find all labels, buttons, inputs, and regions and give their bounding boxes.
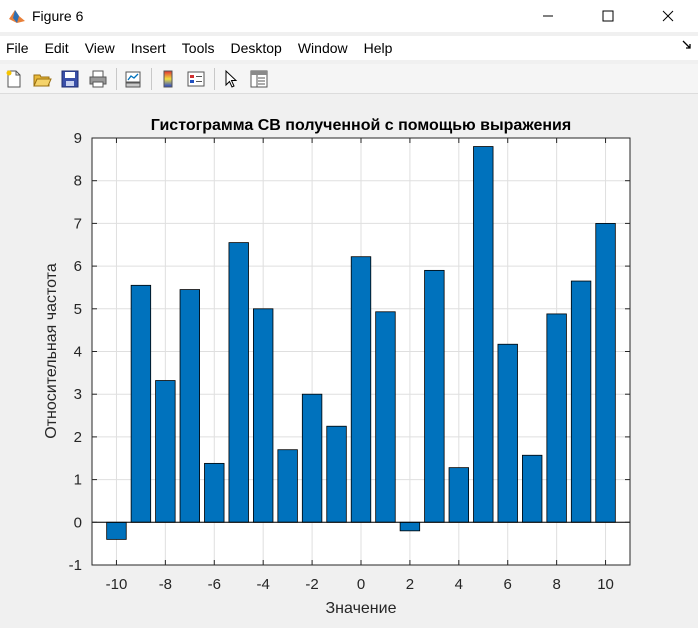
x-tick-label: -8 (159, 576, 172, 593)
x-tick-label: 0 (357, 576, 365, 593)
x-tick-label: 2 (406, 576, 414, 593)
menubar: File Edit View Insert Tools Desktop Wind… (0, 36, 698, 60)
dock-arrow-icon[interactable] (682, 39, 692, 53)
print-icon (89, 70, 107, 87)
menu-tools[interactable]: Tools (181, 40, 215, 56)
y-tick-label: 2 (74, 429, 82, 446)
x-tick-label: 10 (597, 576, 614, 593)
y-axis-label: Относительная частота (43, 263, 60, 439)
link-plot-button[interactable] (121, 67, 145, 91)
menu-insert[interactable]: Insert (130, 40, 166, 56)
toolbar-separator (116, 67, 117, 90)
x-axis-ticks: -10 -8 -6 -4 -2 0 2 4 6 8 10 (106, 138, 614, 593)
histogram-bar (252, 308, 274, 523)
menu-file[interactable]: File (6, 40, 29, 56)
histogram-bar (179, 289, 200, 523)
y-tick-label: 3 (74, 386, 82, 403)
open-file-icon (33, 74, 52, 86)
y-tick-label: 8 (74, 173, 82, 190)
colorbar-icon (163, 70, 173, 87)
y-tick-label: 1 (74, 472, 82, 489)
close-icon (662, 10, 674, 22)
x-tick-label: -2 (305, 576, 318, 593)
toolbar (0, 64, 698, 94)
histogram-bar (424, 269, 445, 523)
new-figure-button[interactable] (2, 67, 26, 91)
colorbar-button[interactable] (156, 67, 180, 91)
open-file-button[interactable] (30, 67, 54, 91)
link-plot-icon (125, 71, 141, 87)
histogram-bar (155, 380, 176, 523)
histogram-bar (277, 449, 298, 523)
x-tick-label: 4 (455, 576, 463, 593)
histogram-bar (106, 521, 127, 540)
save-icon (61, 70, 79, 87)
new-figure-icon (6, 70, 21, 87)
maximize-button[interactable] (578, 0, 638, 32)
window-titlebar: Figure 6 (0, 0, 698, 32)
menu-help[interactable]: Help (363, 40, 393, 56)
window-controls (518, 0, 698, 32)
x-tick-label: 8 (552, 576, 560, 593)
save-button[interactable] (58, 67, 82, 91)
minimize-button[interactable] (518, 0, 578, 32)
y-tick-label: 7 (74, 215, 82, 232)
x-tick-label: -6 (208, 576, 221, 593)
y-tick-label: 5 (74, 301, 82, 318)
histogram-bar (204, 462, 225, 523)
y-axis-ticks: -1 0 1 2 3 4 5 6 7 8 9 (69, 130, 630, 574)
x-tick-label: -10 (106, 576, 128, 593)
property-inspector-button[interactable] (247, 67, 271, 91)
histogram-bar (570, 280, 592, 523)
histogram-bar (522, 454, 543, 523)
print-button[interactable] (86, 67, 110, 91)
maximize-icon (602, 10, 614, 22)
y-tick-label: -1 (69, 557, 82, 574)
histogram-bar (448, 467, 470, 523)
x-axis-label: Значение (326, 600, 397, 617)
menu-edit[interactable]: Edit (44, 40, 69, 56)
histogram-bar (326, 425, 347, 523)
histogram-bar (228, 242, 249, 523)
histogram-bar (350, 256, 372, 523)
legend-icon (187, 71, 205, 86)
histogram-bar (595, 222, 616, 523)
window-title: Figure 6 (32, 8, 84, 24)
edit-plot-arrow-icon (225, 69, 238, 88)
minimize-icon (543, 15, 553, 17)
histogram-bar (546, 313, 567, 523)
bars (106, 146, 616, 540)
toolbar-separator (151, 67, 152, 90)
y-tick-label: 4 (74, 344, 82, 361)
matlab-logo-icon (8, 7, 26, 25)
y-tick-label: 9 (74, 130, 82, 147)
y-tick-label: 0 (74, 514, 82, 531)
chart-title: Гистограмма СВ полученной с помощью выра… (151, 117, 571, 134)
y-tick-label: 6 (74, 258, 82, 275)
menu-view[interactable]: View (84, 40, 115, 56)
legend-button[interactable] (184, 67, 208, 91)
histogram-bar (399, 521, 421, 532)
property-inspector-icon (250, 70, 268, 87)
histogram-bar (497, 343, 518, 523)
edit-plot-button[interactable] (219, 67, 243, 91)
x-tick-label: -4 (257, 576, 270, 593)
histogram-bar (130, 284, 152, 523)
x-tick-label: 6 (504, 576, 512, 593)
close-button[interactable] (638, 0, 698, 32)
histogram-bar (301, 393, 323, 523)
figure-canvas: -10 -8 -6 -4 -2 0 2 4 6 8 10 -1 0 1 2 3 4 5 6 7 8 9 Гистогра… (0, 95, 698, 623)
histogram-bar (375, 311, 396, 523)
menu-desktop[interactable]: Desktop (230, 40, 282, 56)
menu-window[interactable]: Window (297, 40, 348, 56)
toolbar-separator (214, 67, 215, 90)
histogram-bar (473, 146, 494, 523)
